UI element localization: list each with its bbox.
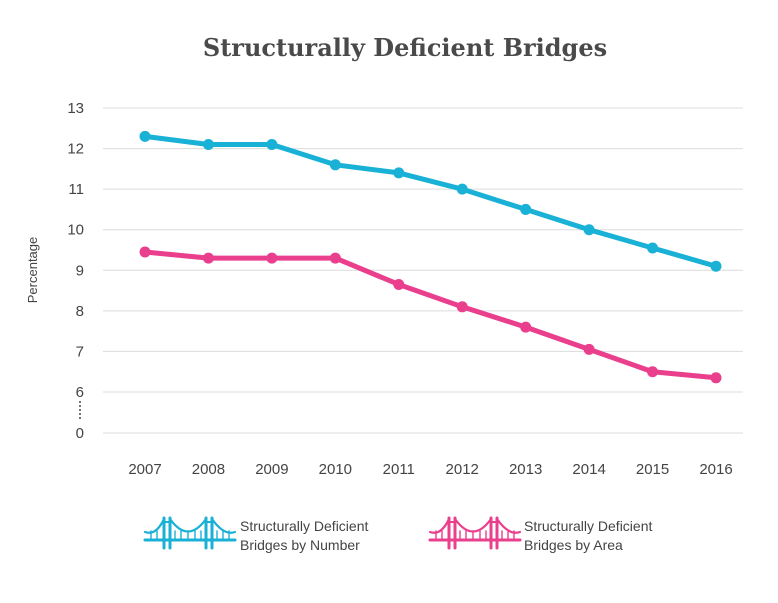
- grid-lines: [103, 107, 743, 434]
- y-tick-labels: 0 6 7 8 9 10 11 12 13: [67, 100, 84, 442]
- series-line-number: [142, 133, 719, 269]
- x-tick-label: 2012: [446, 461, 479, 478]
- y-tick-label: 11: [68, 181, 84, 198]
- x-tick-labels: 2007 2008 2009 2010 2011 2012 2013 2014 2015 2016: [128, 461, 732, 478]
- data-point: [139, 246, 151, 258]
- legend-label: Structurally Deficient: [240, 518, 368, 534]
- x-tick-label: 2016: [699, 461, 732, 478]
- data-point: [647, 242, 659, 254]
- y-tick-label: 13: [67, 100, 84, 117]
- data-point: [393, 167, 405, 179]
- x-tick-label: 2015: [636, 461, 669, 478]
- data-point: [456, 183, 468, 195]
- data-point: [393, 278, 405, 290]
- x-tick-label: 2009: [255, 461, 288, 478]
- data-point: [329, 252, 341, 264]
- x-tick-label: 2010: [319, 461, 352, 478]
- x-tick-label: 2013: [509, 461, 542, 478]
- axis-break-dot: [78, 404, 82, 408]
- axis-break-dot: [78, 400, 82, 404]
- y-tick-label: 0: [76, 425, 84, 442]
- chart-title: Structurally Deficient Bridges: [203, 33, 607, 62]
- y-tick-label: 8: [76, 303, 84, 320]
- data-point: [520, 203, 532, 215]
- legend: Structurally Deficient Bridges by Number S…: [143, 516, 652, 553]
- data-point: [583, 224, 595, 236]
- legend-label: Structurally Deficient: [524, 518, 652, 534]
- data-point: [139, 130, 151, 142]
- y-tick-label: 6: [76, 384, 84, 401]
- bridge-icon: [143, 516, 237, 550]
- data-point: [710, 372, 722, 384]
- legend-label: Bridges by Number: [240, 537, 360, 553]
- y-axis-label: Percentage: [25, 237, 40, 304]
- series-line-area: [142, 249, 719, 381]
- bridge-icon: [428, 516, 522, 550]
- data-point: [202, 139, 214, 151]
- y-tick-label: 10: [67, 222, 84, 239]
- y-tick-label: 12: [67, 141, 84, 158]
- data-point: [647, 366, 659, 378]
- data-point: [266, 252, 278, 264]
- data-point: [329, 159, 341, 171]
- series-points: [139, 130, 722, 384]
- y-tick-label: 7: [76, 343, 84, 360]
- data-point: [266, 139, 278, 151]
- data-point: [202, 252, 214, 264]
- x-tick-label: 2007: [128, 461, 161, 478]
- axis-break-dot: [78, 408, 82, 412]
- data-point: [710, 260, 722, 272]
- axis-break-dot: [78, 416, 82, 420]
- axis-break-marker: [78, 400, 82, 420]
- x-tick-label: 2008: [192, 461, 225, 478]
- legend-label: Bridges by Area: [524, 537, 623, 553]
- data-point: [583, 343, 595, 355]
- x-tick-label: 2014: [572, 461, 605, 478]
- series-lines: [142, 133, 719, 381]
- x-tick-label: 2011: [383, 461, 415, 478]
- axis-break-dot: [78, 412, 82, 416]
- data-point: [520, 321, 532, 333]
- y-tick-label: 9: [76, 262, 84, 279]
- data-point: [456, 301, 468, 313]
